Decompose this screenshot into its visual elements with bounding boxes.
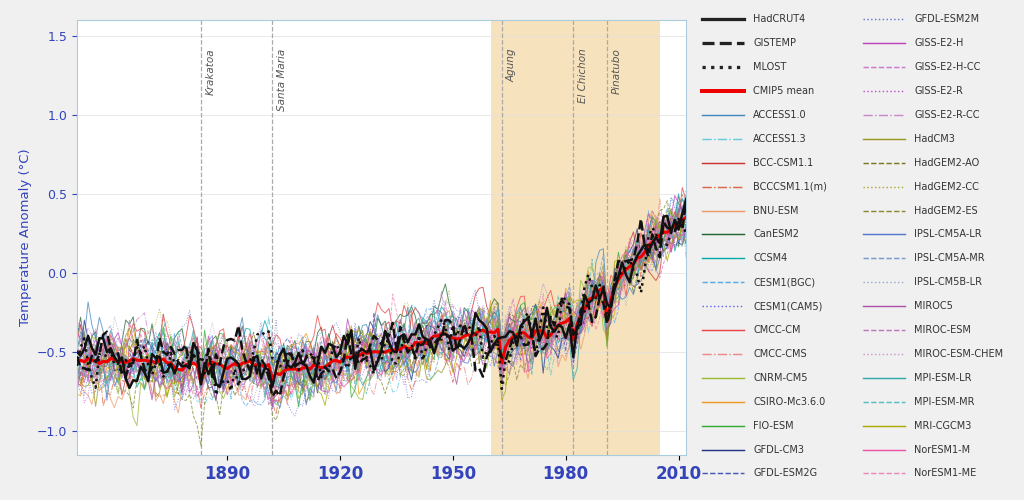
Text: MPI-ESM-LR: MPI-ESM-LR <box>914 373 972 383</box>
Text: HadGEM2-ES: HadGEM2-ES <box>914 206 978 216</box>
Text: CanESM2: CanESM2 <box>754 230 799 239</box>
Text: CCSM4: CCSM4 <box>754 254 787 264</box>
Text: BNU-ESM: BNU-ESM <box>754 206 799 216</box>
Text: IPSL-CM5A-MR: IPSL-CM5A-MR <box>914 254 985 264</box>
Text: CMIP5 mean: CMIP5 mean <box>754 86 814 96</box>
Text: ACCESS1.0: ACCESS1.0 <box>754 110 807 120</box>
Text: BCC-CSM1.1: BCC-CSM1.1 <box>754 158 813 168</box>
Text: CMCC-CM: CMCC-CM <box>754 325 801 335</box>
Text: Krakatoa: Krakatoa <box>206 48 215 95</box>
Text: El Chichon: El Chichon <box>578 48 588 103</box>
Text: GFDL-CM3: GFDL-CM3 <box>754 444 804 454</box>
Text: GISS-E2-H-CC: GISS-E2-H-CC <box>914 62 981 72</box>
Bar <box>490 20 659 455</box>
Text: BCCCSM1.1(m): BCCCSM1.1(m) <box>754 182 827 192</box>
Text: CMCC-CMS: CMCC-CMS <box>754 349 807 359</box>
Text: NorESM1-M: NorESM1-M <box>914 444 971 454</box>
Text: NorESM1-ME: NorESM1-ME <box>914 468 977 478</box>
Text: HadGEM2-CC: HadGEM2-CC <box>914 182 979 192</box>
Text: Santa Maria: Santa Maria <box>276 48 287 110</box>
Text: Pinatubo: Pinatubo <box>611 48 622 94</box>
Text: MIROC-ESM: MIROC-ESM <box>914 325 972 335</box>
Text: CSIRO-Mc3.6.0: CSIRO-Mc3.6.0 <box>754 397 825 407</box>
Text: GISS-E2-H: GISS-E2-H <box>914 38 964 48</box>
Text: GISS-E2-R: GISS-E2-R <box>914 86 964 96</box>
Text: MLOST: MLOST <box>754 62 786 72</box>
Text: CESM1(CAM5): CESM1(CAM5) <box>754 301 822 311</box>
Text: MPI-ESM-MR: MPI-ESM-MR <box>914 397 975 407</box>
Text: HadCRUT4: HadCRUT4 <box>754 14 806 24</box>
Text: Agung: Agung <box>506 48 516 82</box>
Text: FIO-ESM: FIO-ESM <box>754 420 794 430</box>
Text: HadGEM2-AO: HadGEM2-AO <box>914 158 980 168</box>
Text: MIROC5: MIROC5 <box>914 301 953 311</box>
Text: MIROC-ESM-CHEM: MIROC-ESM-CHEM <box>914 349 1004 359</box>
Text: HadCM3: HadCM3 <box>914 134 955 144</box>
Y-axis label: Temperature Anomaly (°C): Temperature Anomaly (°C) <box>19 148 33 326</box>
Text: CNRM-CM5: CNRM-CM5 <box>754 373 808 383</box>
Text: MRI-CGCM3: MRI-CGCM3 <box>914 420 972 430</box>
Text: GFDL-ESM2G: GFDL-ESM2G <box>754 468 817 478</box>
Text: CESM1(BGC): CESM1(BGC) <box>754 278 815 287</box>
Text: ACCESS1.3: ACCESS1.3 <box>754 134 807 144</box>
Text: IPSL-CM5A-LR: IPSL-CM5A-LR <box>914 230 982 239</box>
Text: GISS-E2-R-CC: GISS-E2-R-CC <box>914 110 980 120</box>
Text: IPSL-CM5B-LR: IPSL-CM5B-LR <box>914 278 982 287</box>
Text: GISTEMP: GISTEMP <box>754 38 797 48</box>
Text: GFDL-ESM2M: GFDL-ESM2M <box>914 14 980 24</box>
